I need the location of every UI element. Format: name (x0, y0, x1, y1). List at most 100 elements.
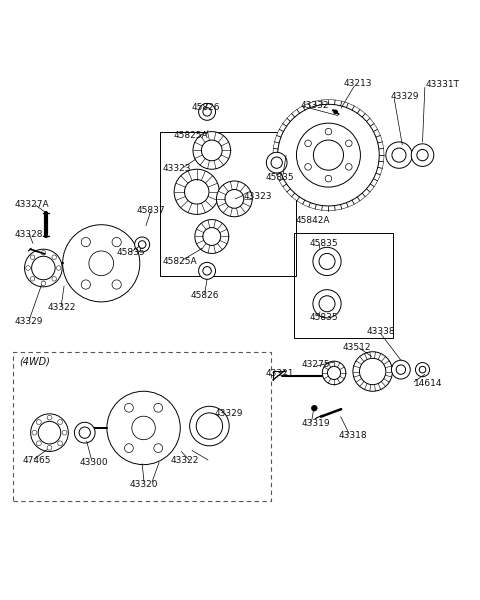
Text: 47465: 47465 (23, 457, 51, 466)
Circle shape (199, 262, 216, 280)
Text: 45835: 45835 (117, 248, 145, 257)
Text: 45826: 45826 (191, 291, 219, 300)
Circle shape (323, 361, 346, 385)
Bar (294, 233, 393, 338)
Text: 45835: 45835 (310, 313, 338, 322)
Circle shape (417, 149, 428, 161)
Text: 43329: 43329 (391, 92, 419, 101)
Text: 43512: 43512 (343, 343, 371, 352)
Circle shape (30, 277, 35, 281)
Text: 43213: 43213 (344, 79, 372, 88)
Circle shape (107, 391, 180, 464)
Bar (13, 352, 271, 502)
Circle shape (57, 266, 61, 270)
Circle shape (134, 237, 150, 252)
Circle shape (392, 148, 406, 162)
Text: 45842A: 45842A (296, 217, 330, 226)
Circle shape (360, 358, 386, 385)
Text: 43323: 43323 (162, 164, 191, 173)
Circle shape (190, 406, 229, 446)
Circle shape (392, 360, 410, 379)
Text: 43338: 43338 (366, 327, 395, 336)
Circle shape (386, 142, 412, 168)
Circle shape (312, 406, 317, 411)
Text: 45837: 45837 (136, 206, 165, 215)
Circle shape (47, 415, 52, 420)
Circle shape (203, 266, 211, 275)
Circle shape (74, 422, 95, 443)
Circle shape (26, 266, 30, 270)
Circle shape (24, 249, 62, 287)
Circle shape (32, 430, 37, 435)
Circle shape (174, 169, 219, 214)
Circle shape (297, 123, 360, 187)
Text: 43323: 43323 (244, 192, 272, 201)
Circle shape (319, 296, 335, 312)
Circle shape (138, 241, 146, 248)
Text: 45826: 45826 (192, 103, 220, 112)
Text: 43318: 43318 (339, 431, 367, 440)
Text: 43329: 43329 (14, 317, 43, 326)
Circle shape (334, 110, 337, 114)
Circle shape (273, 100, 384, 211)
Circle shape (31, 414, 68, 451)
Circle shape (195, 220, 228, 253)
Circle shape (58, 441, 62, 446)
Circle shape (52, 277, 57, 281)
Circle shape (396, 365, 406, 374)
Circle shape (32, 256, 55, 280)
Text: 43320: 43320 (130, 480, 158, 489)
Text: 45835: 45835 (266, 173, 295, 182)
Circle shape (63, 225, 140, 302)
Circle shape (411, 144, 434, 166)
Text: 43322: 43322 (170, 457, 199, 466)
Text: 43321: 43321 (266, 370, 294, 379)
Circle shape (266, 152, 287, 173)
Text: 14614: 14614 (414, 379, 443, 388)
Circle shape (62, 430, 67, 435)
Circle shape (41, 281, 46, 286)
Text: 43319: 43319 (301, 419, 330, 428)
Circle shape (193, 131, 230, 169)
Text: 43322: 43322 (47, 303, 75, 312)
Circle shape (203, 107, 211, 116)
Text: 45825A: 45825A (162, 257, 197, 266)
Circle shape (313, 140, 344, 170)
Circle shape (216, 181, 252, 217)
Circle shape (419, 367, 426, 373)
Circle shape (184, 179, 209, 204)
Bar (160, 131, 297, 277)
Circle shape (47, 445, 52, 450)
Circle shape (79, 427, 90, 438)
Text: 43327A: 43327A (14, 200, 49, 209)
Circle shape (313, 290, 341, 318)
Text: 43300: 43300 (79, 458, 108, 467)
Circle shape (196, 413, 223, 439)
Text: 43332: 43332 (300, 101, 329, 110)
Circle shape (36, 419, 41, 424)
Text: (4WD): (4WD) (19, 356, 50, 366)
Text: 45835: 45835 (310, 239, 338, 248)
Circle shape (52, 255, 57, 259)
Circle shape (277, 104, 379, 206)
Text: 43329: 43329 (215, 409, 243, 418)
Circle shape (225, 190, 244, 208)
Circle shape (203, 227, 221, 245)
Circle shape (327, 367, 341, 379)
Text: 43331T: 43331T (426, 80, 460, 89)
Circle shape (58, 419, 62, 424)
Circle shape (38, 421, 61, 444)
Circle shape (313, 247, 341, 275)
Circle shape (199, 103, 216, 121)
Circle shape (202, 140, 222, 161)
Text: 43328: 43328 (14, 230, 43, 239)
Circle shape (41, 250, 46, 255)
Circle shape (353, 352, 393, 391)
Circle shape (271, 157, 282, 168)
Circle shape (416, 362, 430, 377)
Text: 45825A: 45825A (173, 131, 208, 140)
Text: 43275: 43275 (301, 360, 330, 369)
Circle shape (319, 253, 335, 269)
Circle shape (30, 255, 35, 259)
Circle shape (36, 441, 41, 446)
